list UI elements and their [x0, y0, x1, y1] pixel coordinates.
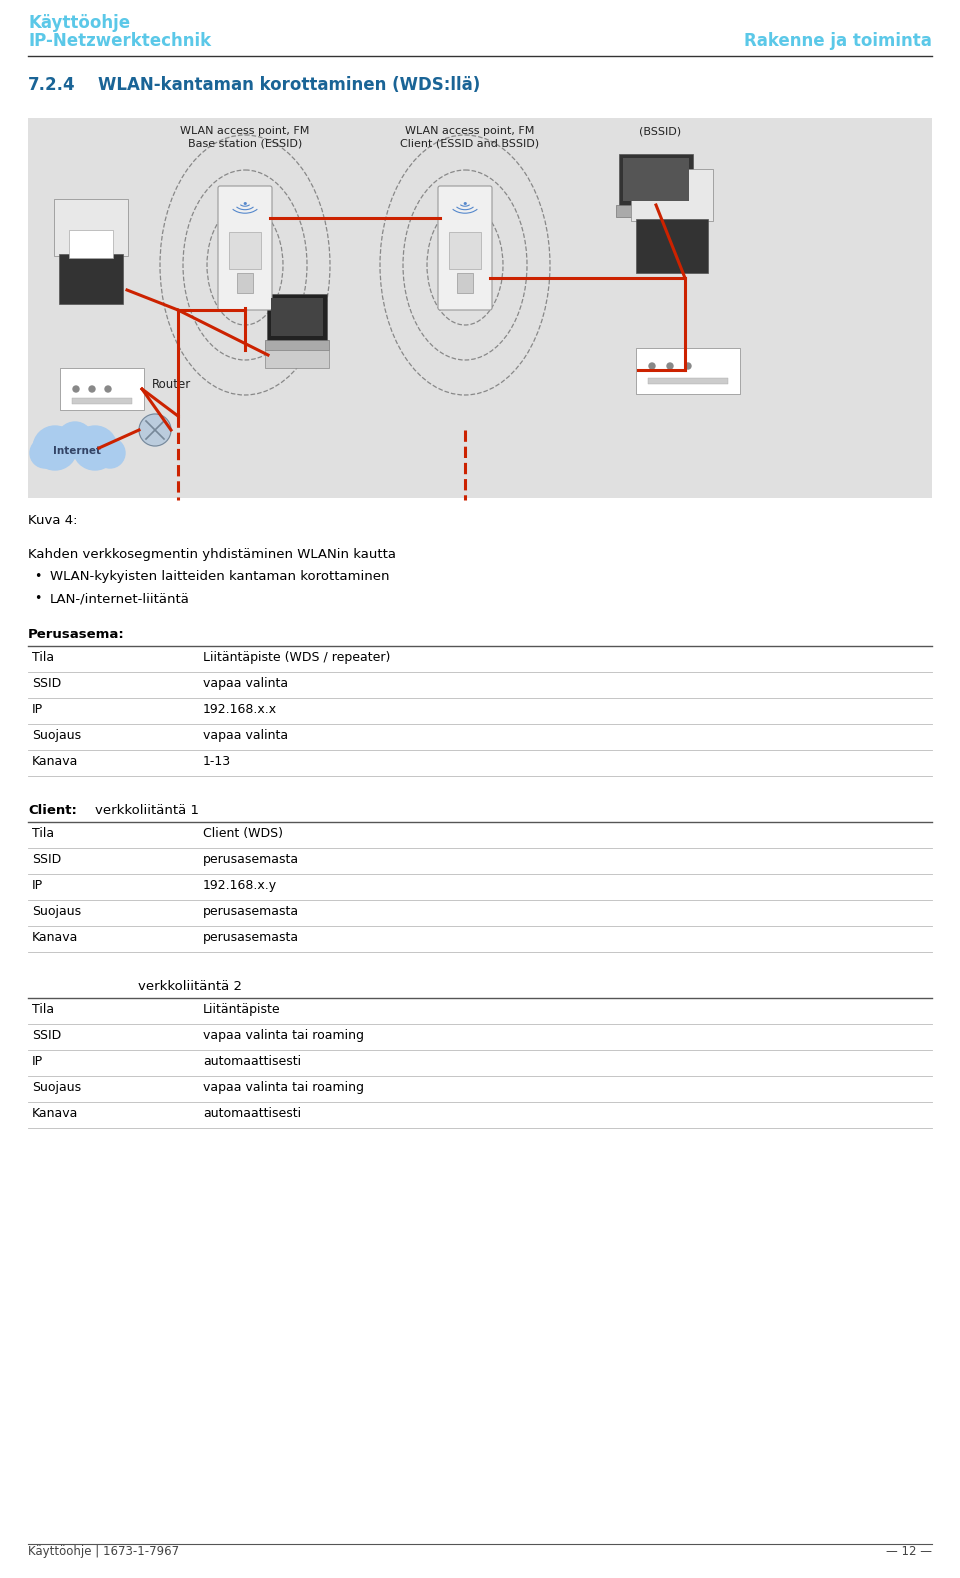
Text: (BSSID): (BSSID)	[639, 126, 681, 136]
Circle shape	[139, 413, 171, 447]
Text: Kanava: Kanava	[32, 754, 79, 768]
FancyBboxPatch shape	[265, 339, 329, 350]
Text: Käyttöohje: Käyttöohje	[28, 14, 131, 32]
Text: IP-Netzwerktechnik: IP-Netzwerktechnik	[28, 32, 211, 50]
Text: vapaa valinta tai roaming: vapaa valinta tai roaming	[203, 1029, 364, 1041]
FancyBboxPatch shape	[457, 273, 473, 294]
Text: Rakenne ja toiminta: Rakenne ja toiminta	[744, 32, 932, 50]
Text: WLAN access point, FM: WLAN access point, FM	[405, 126, 535, 136]
Circle shape	[667, 363, 673, 369]
Text: Kanava: Kanava	[32, 1108, 79, 1120]
Text: SSID: SSID	[32, 1029, 61, 1041]
Text: SSID: SSID	[32, 677, 61, 690]
Text: IP: IP	[32, 704, 43, 716]
Text: Tila: Tila	[32, 652, 54, 664]
Text: Base station (ESSID): Base station (ESSID)	[188, 137, 302, 148]
Text: Tila: Tila	[32, 1004, 54, 1016]
Text: Client:: Client:	[28, 805, 77, 817]
Text: Router: Router	[152, 379, 191, 391]
Text: automaattisesti: automaattisesti	[203, 1056, 301, 1068]
FancyBboxPatch shape	[229, 232, 261, 268]
Text: WLAN-kantaman korottaminen (WDS:llä): WLAN-kantaman korottaminen (WDS:llä)	[98, 76, 480, 95]
Text: vapaa valinta: vapaa valinta	[203, 729, 288, 742]
Circle shape	[57, 421, 93, 458]
Text: LAN-/internet-liitäntä: LAN-/internet-liitäntä	[50, 592, 190, 604]
Circle shape	[33, 426, 77, 470]
Circle shape	[89, 387, 95, 391]
Circle shape	[73, 387, 79, 391]
FancyBboxPatch shape	[271, 298, 323, 336]
Text: Käyttöohje | 1673-1-7967: Käyttöohje | 1673-1-7967	[28, 1545, 180, 1557]
Text: WLAN-kykyisten laitteiden kantaman korottaminen: WLAN-kykyisten laitteiden kantaman korot…	[50, 570, 390, 582]
FancyBboxPatch shape	[631, 169, 713, 221]
FancyBboxPatch shape	[616, 205, 696, 218]
Text: Kanava: Kanava	[32, 931, 79, 944]
Text: Kuva 4:: Kuva 4:	[28, 514, 78, 527]
FancyBboxPatch shape	[54, 199, 128, 256]
FancyBboxPatch shape	[59, 254, 123, 305]
FancyBboxPatch shape	[237, 273, 253, 294]
Text: perusasemasta: perusasemasta	[203, 931, 300, 944]
Text: Liitäntäpiste: Liitäntäpiste	[203, 1004, 280, 1016]
Text: IP: IP	[32, 1056, 43, 1068]
Circle shape	[105, 387, 111, 391]
Text: — 12 —: — 12 —	[886, 1545, 932, 1557]
FancyBboxPatch shape	[72, 398, 132, 404]
Text: Kahden verkkosegmentin yhdistäminen WLANin kautta: Kahden verkkosegmentin yhdistäminen WLAN…	[28, 548, 396, 562]
Text: 192.168.x.x: 192.168.x.x	[203, 704, 277, 716]
Text: verkkoliitäntä 2: verkkoliitäntä 2	[138, 980, 242, 993]
FancyBboxPatch shape	[648, 379, 728, 383]
Circle shape	[73, 426, 117, 470]
Text: perusasemasta: perusasemasta	[203, 854, 300, 866]
Text: IP: IP	[32, 879, 43, 892]
FancyBboxPatch shape	[267, 294, 327, 341]
Text: Liitäntäpiste (WDS / repeater): Liitäntäpiste (WDS / repeater)	[203, 652, 391, 664]
FancyBboxPatch shape	[265, 350, 329, 368]
Circle shape	[685, 363, 691, 369]
FancyBboxPatch shape	[69, 230, 113, 257]
FancyBboxPatch shape	[636, 219, 708, 273]
Text: Client (ESSID and BSSID): Client (ESSID and BSSID)	[400, 137, 540, 148]
Text: Suojaus: Suojaus	[32, 1081, 82, 1094]
Text: Tila: Tila	[32, 827, 54, 839]
Text: Perusasema:: Perusasema:	[28, 628, 125, 641]
FancyBboxPatch shape	[449, 232, 481, 268]
Text: Suojaus: Suojaus	[32, 729, 82, 742]
Text: •: •	[242, 199, 249, 208]
Text: Client (WDS): Client (WDS)	[203, 827, 283, 839]
Text: 7.2.4: 7.2.4	[28, 76, 76, 95]
Text: •: •	[34, 570, 41, 582]
FancyBboxPatch shape	[28, 118, 932, 499]
Text: SSID: SSID	[32, 854, 61, 866]
FancyBboxPatch shape	[619, 155, 693, 207]
Text: automaattisesti: automaattisesti	[203, 1108, 301, 1120]
FancyBboxPatch shape	[438, 186, 492, 309]
Text: vapaa valinta: vapaa valinta	[203, 677, 288, 690]
Circle shape	[30, 439, 60, 469]
Text: WLAN access point, FM: WLAN access point, FM	[180, 126, 310, 136]
Text: 192.168.x.y: 192.168.x.y	[203, 879, 277, 892]
Text: •: •	[462, 199, 468, 208]
FancyBboxPatch shape	[636, 349, 740, 394]
Circle shape	[95, 439, 125, 469]
Text: perusasemasta: perusasemasta	[203, 906, 300, 918]
Circle shape	[649, 363, 655, 369]
FancyBboxPatch shape	[218, 186, 272, 309]
FancyBboxPatch shape	[623, 158, 689, 200]
FancyBboxPatch shape	[60, 368, 144, 410]
Text: •: •	[34, 592, 41, 604]
Text: verkkoliitäntä 1: verkkoliitäntä 1	[78, 805, 199, 817]
Text: vapaa valinta tai roaming: vapaa valinta tai roaming	[203, 1081, 364, 1094]
Text: Suojaus: Suojaus	[32, 906, 82, 918]
Text: Internet: Internet	[53, 447, 101, 456]
Text: 1-13: 1-13	[203, 754, 231, 768]
